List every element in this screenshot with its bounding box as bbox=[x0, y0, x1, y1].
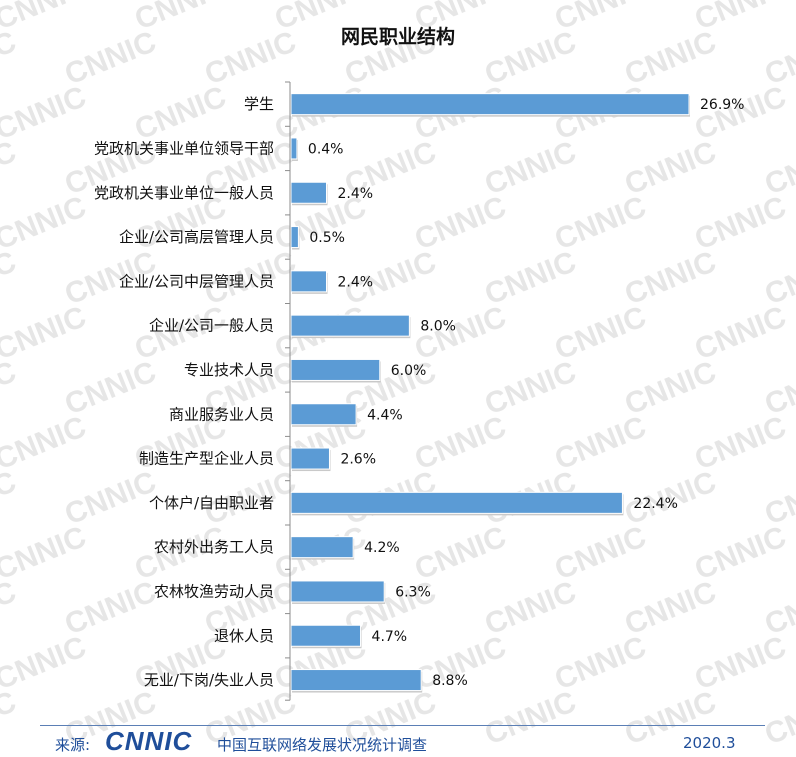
source-organization: 中国互联网络发展状况统计调查 bbox=[217, 736, 428, 754]
bar bbox=[290, 226, 299, 249]
category-label: 商业服务业人员 bbox=[169, 405, 274, 423]
bar bbox=[290, 447, 330, 470]
category-label: 农村外出务工人员 bbox=[154, 538, 274, 556]
value-label: 6.3% bbox=[395, 584, 431, 600]
category-label: 个体户/自由职业者 bbox=[149, 494, 274, 512]
category-label: 党政机关事业单位一般人员 bbox=[94, 184, 274, 202]
bar-chart: 学生 26.9% 党政机关事业单位领导干部 0.4% 党政机关事业单位一般人员 2.4% 企… bbox=[94, 81, 744, 701]
chart-title: 网民职业结构 bbox=[340, 26, 455, 48]
category-label: 退休人员 bbox=[214, 627, 274, 645]
bar bbox=[290, 93, 690, 116]
category-label: 农林牧渔劳动人员 bbox=[154, 582, 274, 600]
category-label: 制造生产型企业人员 bbox=[139, 450, 274, 468]
value-label: 8.8% bbox=[432, 673, 468, 689]
category-label: 学生 bbox=[244, 95, 274, 113]
cnnic-logo: CNNIC bbox=[105, 726, 193, 756]
footer-divider bbox=[40, 725, 765, 726]
bar bbox=[290, 181, 328, 204]
bar bbox=[290, 314, 410, 337]
bar bbox=[290, 491, 623, 514]
value-label: 22.4% bbox=[633, 496, 677, 512]
category-label: 党政机关事业单位领导干部 bbox=[94, 139, 274, 157]
value-label: 2.4% bbox=[338, 274, 374, 290]
bar bbox=[290, 536, 354, 559]
bar bbox=[290, 624, 362, 647]
value-label: 0.4% bbox=[308, 141, 344, 157]
source-label: 来源: bbox=[55, 736, 91, 754]
category-label: 企业/公司高层管理人员 bbox=[119, 228, 274, 246]
value-label: 6.0% bbox=[391, 363, 427, 379]
bar bbox=[290, 270, 328, 293]
bar bbox=[290, 580, 385, 603]
category-label: 专业技术人员 bbox=[184, 361, 274, 379]
value-label: 4.4% bbox=[367, 407, 403, 423]
bar bbox=[290, 358, 381, 381]
value-label: 26.9% bbox=[700, 97, 744, 113]
category-label: 企业/公司中层管理人员 bbox=[119, 272, 274, 290]
bar bbox=[290, 669, 422, 692]
bar bbox=[290, 137, 298, 160]
value-label: 2.4% bbox=[338, 186, 374, 202]
source-date: 2020.3 bbox=[683, 734, 736, 752]
value-label: 4.2% bbox=[364, 540, 400, 556]
value-label: 4.7% bbox=[372, 629, 408, 645]
category-label: 企业/公司一般人员 bbox=[149, 317, 274, 335]
value-label: 0.5% bbox=[309, 230, 345, 246]
category-label: 无业/下岗/失业人员 bbox=[144, 671, 274, 689]
value-label: 2.6% bbox=[340, 452, 376, 468]
bar bbox=[290, 403, 357, 426]
value-label: 8.0% bbox=[420, 319, 456, 335]
